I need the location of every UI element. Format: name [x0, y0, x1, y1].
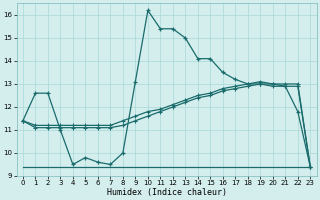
X-axis label: Humidex (Indice chaleur): Humidex (Indice chaleur)	[107, 188, 227, 197]
